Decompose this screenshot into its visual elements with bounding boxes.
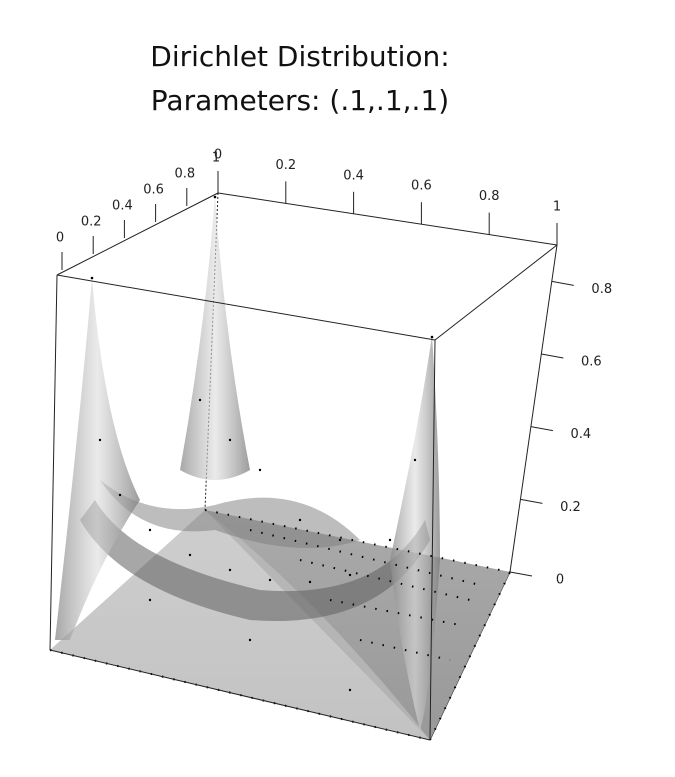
y-tick-label: 0.2 <box>275 158 296 173</box>
x-tick-label: 0.8 <box>174 167 195 182</box>
chart-title: Dirichlet Distribution: <box>150 40 449 73</box>
z-tick <box>541 353 564 359</box>
z-tick-label: 0.6 <box>581 355 602 370</box>
x-tick-label: 1 <box>212 151 220 166</box>
z-tick-label: 0.8 <box>591 282 612 297</box>
z-tick <box>520 498 543 504</box>
y-tick-label: 0.8 <box>479 189 500 204</box>
x-tick-label: 0.2 <box>81 215 102 230</box>
surface <box>49 195 511 741</box>
chart-subtitle: Parameters: (.1,.1,.1) <box>151 84 449 117</box>
y-tick-label: 0.4 <box>343 168 364 183</box>
z-tick-label: 0 <box>556 573 564 588</box>
y-tick-label: 0.6 <box>411 179 432 194</box>
z-tick-label: 0.2 <box>560 500 581 515</box>
z-tick <box>551 280 574 286</box>
y-tick-label: 0 <box>214 148 222 163</box>
y-tick-label: 1 <box>553 200 561 215</box>
z-tick <box>509 571 533 577</box>
box-front <box>49 244 558 741</box>
x-tick-label: 0 <box>56 231 64 246</box>
z-tick-label: 0.4 <box>571 427 592 442</box>
axes: 00.20.40.60.8100.20.40.60.8100.20.40.60.… <box>56 148 612 588</box>
x-tick-label: 0.6 <box>143 183 164 198</box>
z-tick <box>530 426 553 432</box>
x-tick-label: 0.4 <box>112 199 133 214</box>
